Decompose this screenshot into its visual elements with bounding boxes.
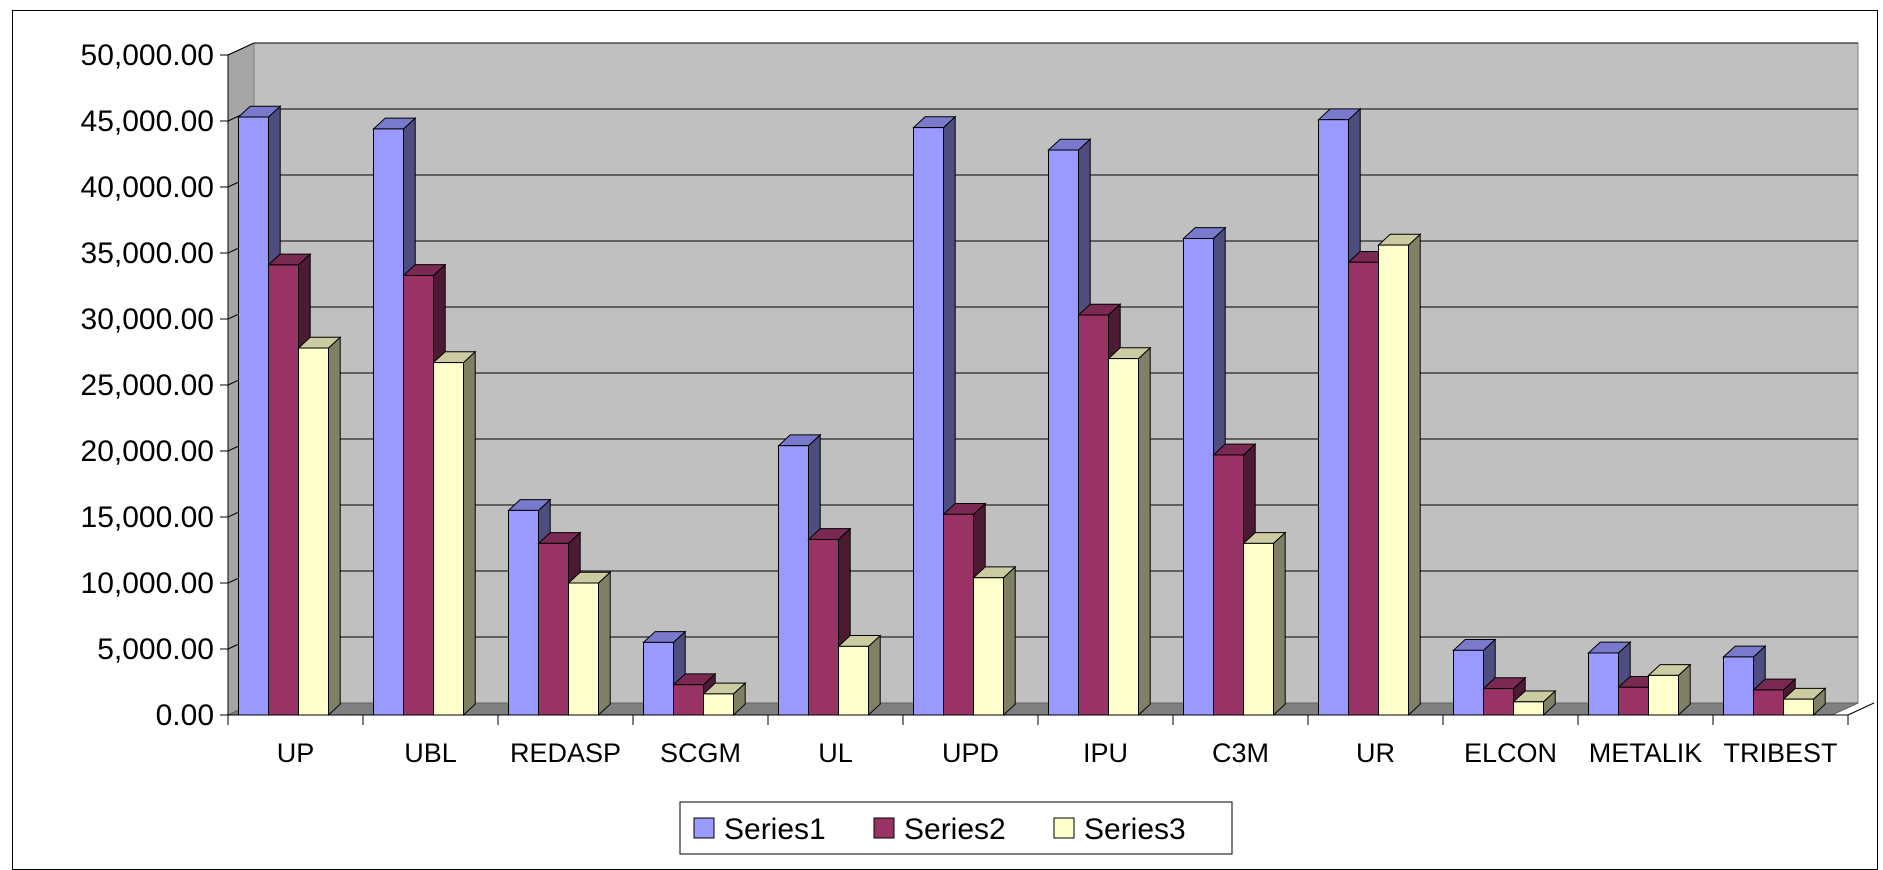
legend-swatch [693,817,715,839]
bar-front [298,347,329,716]
bar-front [973,577,1004,716]
bar [642,630,687,717]
x-tick-label: METALIK [1589,738,1703,768]
bar [837,634,882,717]
legend-swatch [1053,817,1075,839]
bar [1722,644,1767,717]
x-tick-label: UP [277,738,315,768]
y-tick-label: 35,000.00 [81,237,214,270]
bar-front [1048,149,1079,716]
bar-front [913,127,944,716]
bar-front [568,582,599,716]
legend-entry: Series1 [724,813,826,846]
bar-front [943,513,974,716]
y-tick-label: 50,000.00 [81,39,214,72]
x-tick-label: TRIBEST [1723,738,1837,768]
y-tick-label: 40,000.00 [81,171,214,204]
bar-side [868,634,881,717]
bar-front [238,116,269,716]
bar-front [673,684,704,716]
bar [912,115,957,717]
bar-front [1513,701,1544,716]
bar [1782,687,1827,717]
bar [1377,233,1422,717]
x-axis-depth [1847,702,1875,716]
bar [1647,663,1692,717]
y-tick-label: 15,000.00 [81,501,214,534]
bar-front [643,641,674,716]
x-tick-label: REDASP [510,738,621,768]
bar [702,681,747,717]
x-tick-label: UR [1356,738,1395,768]
legend: Series1 Series2 Series3 [679,801,1233,855]
bars [237,105,1827,717]
bar-side [1003,565,1016,717]
bar-front [808,538,839,716]
bar-front [1453,649,1484,716]
legend-entry: Series3 [1084,813,1186,846]
bar-front [1348,261,1379,716]
bar [567,571,612,717]
bar-front [1108,358,1139,716]
x-tick-label: C3M [1212,738,1269,768]
bar-front [1618,686,1649,716]
bar-front [1648,674,1679,716]
bar-front [508,509,539,716]
bar-side [328,336,341,717]
y-tick-label: 10,000.00 [81,567,214,600]
bar [942,502,987,717]
bar-front [403,274,434,716]
bar-front [1318,119,1349,716]
y-tick-label: 45,000.00 [81,105,214,138]
bar [432,350,477,717]
bar-front [703,693,734,716]
x-axis: UP UBL REDASP SCGM UL UPD IPU C3M UR ELCON METALIK… [227,702,1875,768]
bar [1242,531,1287,717]
bar-side [1408,233,1421,717]
bar [297,336,342,717]
x-tick-label: UL [818,738,853,768]
bar-side [1273,531,1286,717]
x-tick-label: ELCON [1464,738,1557,768]
bar-front [1183,237,1214,716]
bar-front [1723,656,1754,716]
bar-front [268,264,299,716]
bar-front [1753,689,1784,716]
bar [972,565,1017,717]
bar [1512,689,1557,717]
bar-front [1213,454,1244,716]
y-axis: 0.00 5,000.00 10,000.00 15,000.00 20,000.00 2… [81,39,229,732]
legend-swatch [873,817,895,839]
legend-entry: Series2 [904,813,1006,846]
x-tick-label: UPD [942,738,999,768]
x-tick-label: UBL [404,738,457,768]
gridline-side [227,42,255,56]
bar-front [778,445,809,716]
bar-front [433,362,464,716]
bar-front [1483,688,1514,716]
bar-front [1588,652,1619,716]
bar-front [538,542,569,716]
bar-front [838,645,869,716]
y-tick-label: 5,000.00 [97,633,214,666]
bar-side [463,350,476,717]
legend-box [679,801,1233,855]
y-tick-label: 20,000.00 [81,435,214,468]
bar-front [1078,314,1109,716]
bar-front [373,128,404,716]
bar-front [1243,542,1274,716]
bar-front [1783,698,1814,716]
bar-side [1138,346,1151,717]
bar-front [1378,244,1409,716]
x-tick-label: SCGM [660,738,741,768]
y-tick-label: 30,000.00 [81,303,214,336]
y-tick-label: 25,000.00 [81,369,214,402]
bar-side [598,571,611,717]
x-tick-label: IPU [1083,738,1128,768]
y-tick-label: 0.00 [156,699,214,732]
bar [1107,346,1152,717]
